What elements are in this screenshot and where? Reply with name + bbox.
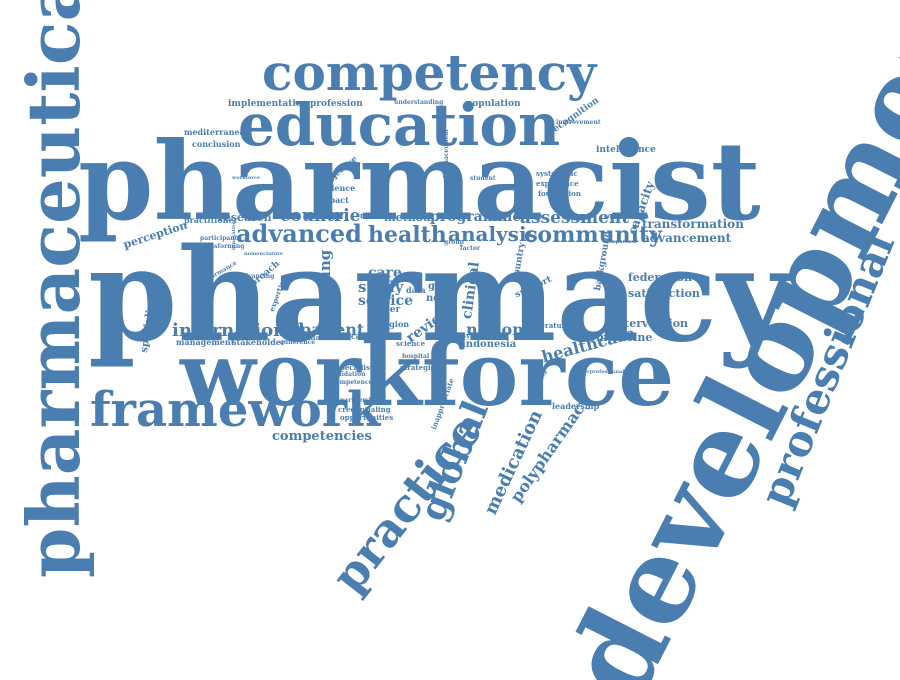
word-literature: literature [532,321,570,330]
word-international: international [172,320,305,341]
word-patient: patient [300,320,365,339]
word-science: science [396,339,426,348]
word-competency: competency [262,43,597,102]
word-pharmaceutical: pharmaceutical [11,0,96,578]
word-comparison: comparison [604,239,637,245]
word-countrie: countrie [280,206,361,226]
word-analysis: analysis [448,222,538,246]
word-federation: federation [628,271,692,284]
word-collaboration: collaboration [604,213,649,220]
word-service: service [358,293,414,309]
word-care: care [368,265,402,281]
word-interprofessional: interprofessional [576,369,625,375]
word-validation: validation [332,371,366,378]
word-community: community [524,222,662,248]
word-need: need [426,293,453,304]
word-method: method [384,211,431,224]
word-transforming: transforming [200,243,245,250]
word-education: education [238,91,561,159]
word-health: health [368,222,447,248]
word-evidence: evidence [316,183,356,193]
word-transformation: transformation [642,217,744,231]
word-framework: framework [90,382,381,438]
word-nomenclature: nomenclature [244,251,284,257]
word-critical: critical [332,331,364,341]
word-leadership: leadership [552,401,600,411]
word-programme: programme [430,209,522,225]
word-stakeholder: stakeholder [232,337,286,347]
word-data: data [406,285,426,295]
word-population: population [466,99,521,109]
word-advancement: advancement [642,231,732,245]
word-experience: experience [536,179,579,188]
word-mediterranean: mediterranean [184,127,251,137]
word-indonesia: indonesia [462,339,517,350]
word-specialist: specialist [336,363,374,372]
word-profession: profession [310,99,363,109]
word-training: training [316,249,334,318]
word-anaemia: anaemia [306,333,340,342]
word-pharmaceutical-small: pharmaceutical [443,129,450,182]
word-factor: factor [460,245,481,252]
word-group: group [444,239,464,246]
word-satisfaction: satisfaction [628,287,700,300]
word-practitioner: practitioner [184,215,238,225]
word-opportunities: opportunities [340,413,394,422]
word-advanced: advanced [236,219,362,248]
word-study: study [358,278,404,296]
word-strategy: strategy [520,213,543,219]
word-intervention: intervention [612,317,689,330]
word-pharmacist: pharmacist [78,119,761,245]
word-management: management [176,337,235,347]
word-participant: participant [200,235,238,242]
word-medicine: medicine [596,331,653,344]
word-pharmacy: pharmacy [88,221,792,371]
word-goal: goal [428,281,452,292]
word-workforce: workforce [180,322,675,426]
word-research: research [218,211,272,224]
word-partnership: partnership [340,397,380,404]
word-system: system [462,331,490,340]
word-conclusion: conclusion [192,139,241,149]
word-understanding: understanding [394,99,444,106]
word-impact: impact [318,195,349,205]
word-strategies: strategies [400,363,440,372]
word-related: related [360,211,388,220]
word-advancing: advancing [240,273,275,280]
word-systematic: systematic [536,169,578,178]
word-assessment: assessment [520,208,630,228]
word-innovative: innovative [231,221,237,250]
word-adherence: adherence [280,339,316,346]
word-workforce-small: workforce [232,175,261,181]
word-hospital: hospital [402,353,430,360]
word-intelligence: intelligence [596,145,656,155]
word-national: national [466,320,541,339]
word-role: role [404,275,420,284]
word-competencies: competencies [272,429,372,444]
word-implementation: implementation [228,99,309,109]
word-career: career [368,305,401,315]
word-student: student [470,175,496,182]
word-improvement: improvement [556,119,601,126]
word-foundation: foundation [538,189,581,198]
word-credentialing: credentialing [338,405,391,414]
word-region: region [380,319,410,329]
word-competence: competence [332,379,373,386]
